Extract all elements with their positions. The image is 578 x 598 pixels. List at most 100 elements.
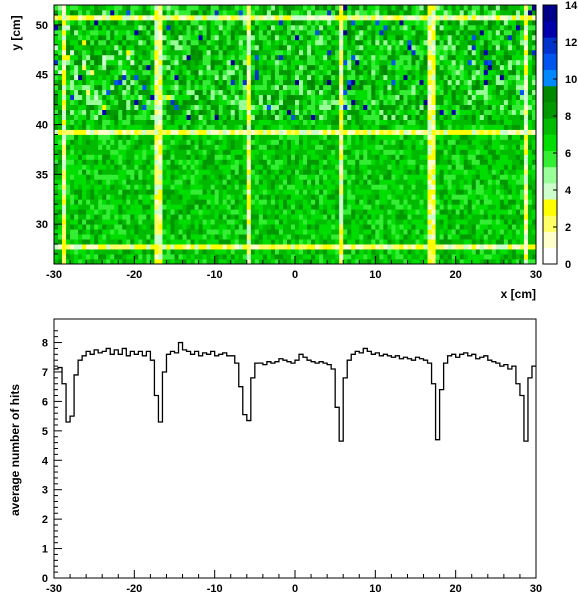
heatmap-cell	[355, 149, 360, 155]
heatmap-cell	[138, 69, 143, 76]
heatmap-cell	[234, 124, 240, 130]
heatmap-cell	[407, 14, 412, 21]
heatmap-cell	[190, 174, 195, 180]
heatmap-cell	[126, 139, 131, 145]
heatmap-cell	[70, 149, 75, 155]
heatmap-cell	[335, 254, 340, 260]
heatmap-cell	[86, 124, 91, 130]
heatmap-cell	[299, 69, 304, 76]
heatmap-cell	[407, 204, 412, 210]
heatmap-cell	[218, 179, 224, 185]
heatmap-cell	[431, 49, 436, 56]
heatmap-cell	[238, 259, 244, 265]
heatmap-cell	[327, 204, 332, 210]
heatmap-cell	[266, 79, 272, 86]
heatmap-cell	[407, 129, 412, 135]
heatmap-cell	[66, 64, 71, 71]
heatmap-cell	[411, 164, 416, 170]
heatmap-cell	[355, 224, 360, 230]
heatmap-cell	[258, 189, 264, 195]
heatmap-cell	[375, 89, 380, 96]
heatmap-cell	[347, 109, 352, 115]
heatmap-cell	[266, 119, 272, 125]
heatmap-cell	[130, 104, 135, 110]
heatmap-cell	[126, 214, 131, 220]
heatmap-cell	[419, 54, 424, 61]
heatmap-cell	[114, 199, 119, 205]
heatmap-cell	[226, 89, 232, 96]
heatmap-cell	[234, 9, 240, 16]
heatmap-cell	[278, 154, 284, 160]
heatmap-cell	[230, 194, 236, 200]
heatmap-cell	[130, 29, 135, 36]
heatmap-cell	[375, 44, 380, 51]
heatmap-cell	[162, 64, 167, 71]
heatmap-cell	[66, 164, 71, 170]
heatmap-cell	[206, 99, 212, 106]
heatmap-cell	[419, 84, 424, 91]
heatmap-cell	[162, 39, 167, 46]
heatmap-cell	[182, 14, 187, 21]
heatmap-cell	[254, 39, 260, 46]
heatmap-cell	[74, 169, 79, 175]
heatmap-cell	[242, 5, 248, 11]
heatmap-cell	[78, 124, 83, 130]
heatmap-cell	[407, 84, 412, 91]
heatmap-cell	[423, 49, 428, 56]
heatmap-cell	[423, 19, 428, 26]
heatmap-cell	[226, 99, 232, 106]
heatmap-cell	[258, 69, 264, 76]
heatmap-cell	[170, 169, 175, 175]
heatmap-cell	[166, 54, 171, 61]
heatmap-cell	[54, 149, 59, 155]
heatmap-cell	[114, 174, 119, 180]
heatmap-cell	[106, 134, 111, 140]
heatmap-cell	[246, 159, 252, 165]
heatmap-cell	[190, 44, 195, 51]
heatmap-cell	[431, 174, 436, 180]
heatmap-cell	[178, 194, 183, 200]
heatmap-cell	[262, 99, 268, 106]
heatmap-cell	[307, 114, 312, 120]
heatmap-cell	[274, 209, 280, 215]
heatmap-cell	[150, 59, 155, 66]
heatmap-cell	[363, 59, 368, 66]
heatmap-cell	[379, 154, 384, 160]
heatmap-cell	[210, 44, 216, 51]
heatmap-cell	[226, 204, 232, 210]
heatmap-cell	[94, 129, 99, 135]
heatmap-cell	[170, 24, 175, 31]
heatmap-cell	[210, 109, 216, 115]
heatmap-cell	[307, 239, 312, 245]
heatmap-cell	[423, 189, 428, 195]
heatmap-cell	[106, 34, 111, 41]
heatmap-cell	[234, 219, 240, 225]
heatmap-cell	[242, 114, 248, 120]
heatmap-cell	[375, 239, 380, 245]
heatmap-cell	[198, 39, 204, 46]
heatmap-cell	[58, 89, 63, 96]
heatmap-cell	[90, 89, 95, 96]
heatmap-cell	[295, 44, 300, 51]
heatmap-cell	[431, 194, 436, 200]
heatmap-cell	[74, 54, 79, 61]
heatmap-cell	[74, 239, 79, 245]
heatmap-cell	[238, 69, 244, 76]
heatmap-cell	[238, 19, 244, 26]
heatmap-cell	[411, 214, 416, 220]
heatmap-cell	[315, 219, 320, 225]
heatmap-cell	[62, 134, 67, 140]
heatmap-cell	[347, 209, 352, 215]
heatmap-cell	[98, 29, 103, 36]
heatmap-cell	[290, 209, 296, 215]
heatmap-cell	[158, 209, 163, 215]
heatmap-cell	[315, 89, 320, 96]
heatmap-cell	[286, 49, 292, 56]
heatmap-cell	[226, 214, 232, 220]
heatmap-cell	[214, 174, 220, 180]
heatmap-cell	[170, 99, 175, 106]
heatmap-cell	[86, 254, 91, 260]
heatmap-cell	[182, 19, 187, 26]
heatmap-cell	[54, 229, 59, 235]
heatmap-cell	[254, 99, 260, 106]
